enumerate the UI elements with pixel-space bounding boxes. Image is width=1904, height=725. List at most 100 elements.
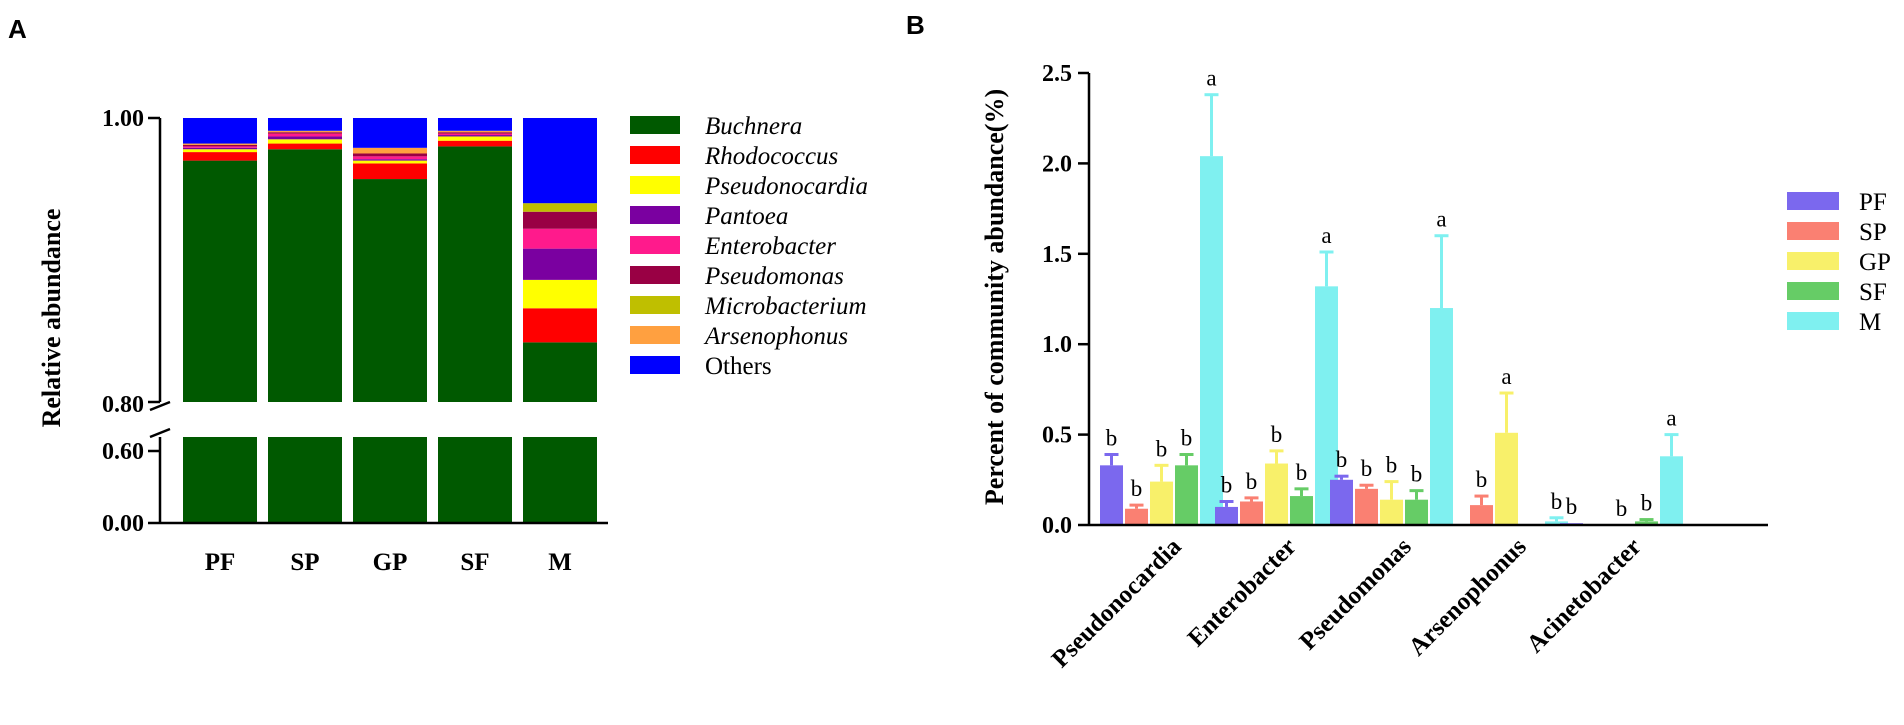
a-legend-label-arsenophonus: Arsenophonus <box>703 323 848 350</box>
b-bar-acinetobacter-m <box>1660 456 1683 525</box>
b-legend-label-pf: PF <box>1859 189 1887 216</box>
a-segment-m-microbacterium <box>523 203 597 212</box>
a-segment-pf-arsenophonus <box>183 143 257 145</box>
a-segment-gp-pseudonocardia <box>353 160 427 164</box>
b-bar-acinetobacter-sf <box>1635 521 1658 525</box>
a-segment-sp-others <box>268 118 342 131</box>
panel-b-letter: B <box>906 10 925 40</box>
a-segment-m-pantoea <box>523 248 597 280</box>
b-x-tick-labels: PseudonocardiaEnterobacterPseudomonasArs… <box>1047 533 1647 673</box>
b-sig-label-pseudomonas-sp: b <box>1361 456 1373 481</box>
a-legend-swatch-pantoea <box>630 206 680 224</box>
b-legend-swatch-sp <box>1787 222 1839 240</box>
a-segment-gp-others <box>353 118 427 148</box>
a-bars <box>183 118 597 523</box>
a-segment-sf-pseudonocardia <box>438 136 512 141</box>
a-x-tick-label-sf: SF <box>460 549 489 576</box>
b-sig-label-enterobacter-m: a <box>1321 223 1331 248</box>
b-x-tick-label-pseudonocardia: Pseudonocardia <box>1047 533 1187 673</box>
b-ytick-label-0: 0.0 <box>1042 513 1072 539</box>
b-legend-label-sp: SP <box>1859 219 1887 246</box>
a-segment-sp-enterobacter <box>268 133 342 137</box>
b-sig-label-pseudonocardia-sf: b <box>1181 425 1193 450</box>
a-segment-pf-others <box>183 118 257 144</box>
b-bar-pseudonocardia-sf <box>1175 465 1198 525</box>
b-ytick-label-1: 0.5 <box>1042 423 1072 449</box>
b-ytick-label-5: 2.5 <box>1042 61 1072 87</box>
b-bar-pseudomonas-m <box>1430 308 1453 525</box>
b-legend-label-m: M <box>1859 309 1881 336</box>
a-segment-sf-pseudomonas <box>438 132 512 134</box>
b-sig-label-enterobacter-gp: b <box>1271 422 1283 447</box>
a-segment-sp-rhodococcus <box>268 143 342 150</box>
b-ytick-label-2: 1.0 <box>1042 332 1072 358</box>
b-legend-swatch-gp <box>1787 252 1839 270</box>
a-segment-sp-arsenophonus <box>268 130 342 133</box>
b-ytick-label-4: 2.0 <box>1042 151 1072 177</box>
b-bar-pseudonocardia-sp <box>1125 508 1148 525</box>
a-axes: 0.00 0.60 0.80 1.00 <box>102 106 608 537</box>
a-legend-label-enterobacter: Enterobacter <box>704 233 836 260</box>
a-bar-lower-gp <box>353 437 427 523</box>
a-ytick-label-100: 1.00 <box>102 106 144 132</box>
b-bar-enterobacter-m <box>1315 286 1338 525</box>
a-x-tick-label-pf: PF <box>205 549 236 576</box>
b-bar-enterobacter-sp <box>1240 501 1263 525</box>
a-bar-lower-m <box>523 437 597 523</box>
b-bar-arsenophonus-gp <box>1495 432 1518 525</box>
a-segment-m-others <box>523 118 597 204</box>
a-segment-sp-pseudonocardia <box>268 139 342 144</box>
grouped-bar-chart: Percent of community abundance(%) bbb bab… <box>980 61 1891 673</box>
b-legend-label-sf: SF <box>1859 279 1887 306</box>
b-x-tick-label-acinetobacter: Acinetobacter <box>1522 533 1647 658</box>
a-legend: Buchnera Rhodococcus Pseudonocardia Pantoea… <box>630 113 868 380</box>
b-sig-label-pseudomonas-gp: b <box>1386 453 1398 478</box>
a-legend-label-microbacterium: Microbacterium <box>704 293 867 320</box>
b-x-tick-label-pseudomonas: Pseudomonas <box>1295 533 1417 655</box>
a-segment-m-buchnera <box>523 342 597 402</box>
b-sig-label-pseudonocardia-pf: b <box>1106 425 1118 450</box>
a-legend-swatch-pseudonocardia <box>630 176 680 194</box>
a-ytick-label-080: 0.80 <box>102 392 144 418</box>
a-legend-label-others: Others <box>705 353 772 380</box>
a-ytick-label-060: 0.60 <box>102 439 144 465</box>
a-break-mark-top <box>149 400 171 412</box>
a-segment-sf-pantoea <box>438 135 512 137</box>
b-sig-label-pseudomonas-sf: b <box>1411 462 1423 487</box>
a-legend-label-buchnera: Buchnera <box>705 113 802 140</box>
a-segment-gp-arsenophonus <box>353 147 427 154</box>
a-segment-sp-pantoea <box>268 136 342 140</box>
b-legend-swatch-m <box>1787 312 1839 330</box>
b-sig-label-acinetobacter-gp: b <box>1616 496 1628 521</box>
b-axes <box>1087 73 1768 527</box>
a-segment-sp-buchnera <box>268 149 342 402</box>
a-segment-pf-pseudonocardia <box>183 149 257 153</box>
b-sig-label-acinetobacter-pf: b <box>1566 494 1578 519</box>
b-y-ticks: 0.0 0.5 1.0 1.5 2.0 2.5 <box>1042 61 1089 539</box>
a-legend-swatch-others <box>630 356 680 374</box>
b-bar-pseudonocardia-pf <box>1100 465 1123 525</box>
a-legend-swatch-pseudomonas <box>630 266 680 284</box>
b-y-axis-title: Percent of community abundance(%) <box>980 89 1009 505</box>
a-legend-label-rhodococcus: Rhodococcus <box>704 143 838 170</box>
a-segment-pf-enterobacter <box>183 146 257 148</box>
b-sig-label-pseudomonas-pf: b <box>1336 447 1348 472</box>
a-x-tick-label-gp: GP <box>373 549 408 576</box>
a-segment-m-enterobacter <box>523 228 597 249</box>
b-x-tick-label-enterobacter: Enterobacter <box>1183 533 1302 652</box>
b-sig-label-enterobacter-sf: b <box>1296 460 1308 485</box>
b-sig-label-enterobacter-sp: b <box>1246 469 1258 494</box>
b-sig-label-pseudomonas-m: a <box>1436 207 1446 232</box>
a-legend-swatch-arsenophonus <box>630 326 680 344</box>
b-sig-label-arsenophonus-m: b <box>1551 489 1563 514</box>
a-legend-label-pseudonocardia: Pseudonocardia <box>704 173 868 200</box>
b-bar-pseudomonas-sp <box>1355 488 1378 525</box>
a-legend-swatch-microbacterium <box>630 296 680 314</box>
a-legend-label-pantoea: Pantoea <box>704 203 788 230</box>
a-segment-gp-rhodococcus <box>353 163 427 180</box>
b-sig-label-acinetobacter-m: a <box>1666 406 1676 431</box>
a-legend-swatch-rhodococcus <box>630 146 680 164</box>
b-bar-pseudomonas-pf <box>1330 479 1353 525</box>
